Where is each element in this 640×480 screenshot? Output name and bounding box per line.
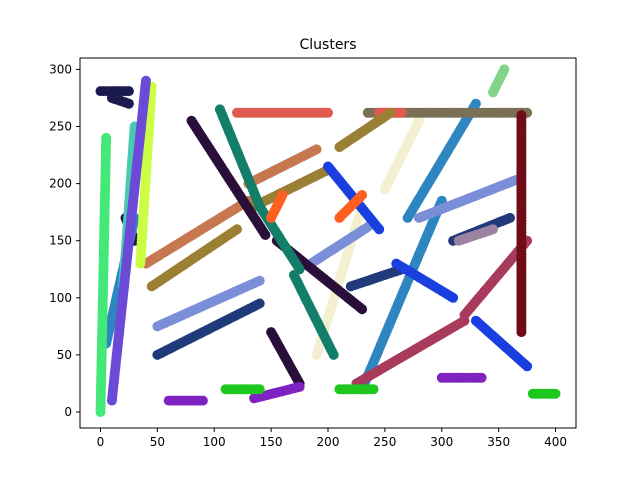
y-tick-label: 150 [49,234,72,248]
data-point [505,212,515,223]
data-point [357,190,368,200]
data-point [232,224,242,235]
data-point [101,132,112,143]
cluster-2 [311,115,424,360]
y-axis: 0 50 100 150 200 250 300 [49,62,80,419]
data-point [123,98,134,109]
data-point [368,384,379,395]
cluster-18 [95,132,112,417]
data-point [550,388,561,399]
data-point [488,224,498,235]
data-point [357,304,368,315]
x-tick-label: 400 [544,435,567,449]
data-point [254,275,265,286]
y-tick-label: 300 [49,62,72,76]
x-tick-label: 300 [430,435,453,449]
cluster-12 [323,161,533,372]
data-point [414,115,424,126]
y-tick-label: 250 [49,120,72,134]
cluster-11 [351,235,533,389]
data-point [254,298,265,309]
data-point [476,372,487,383]
y-tick-label: 100 [49,291,72,305]
x-tick-label: 0 [97,435,105,449]
data-point [123,86,134,97]
cluster-13 [163,372,487,406]
data-point [141,75,151,86]
cluster-15 [516,110,527,338]
y-tick-label: 0 [64,405,72,419]
data-point [277,190,288,200]
data-point [328,349,339,360]
data-point [385,107,396,118]
data-point [323,107,333,118]
cluster-14 [220,384,561,399]
data-point [254,384,265,395]
data-point [197,395,208,406]
x-tick-label: 250 [373,435,396,449]
x-tick-label: 150 [260,435,283,449]
cluster-21 [266,190,368,223]
x-axis: 0 50 100 150 200 250 300 350 400 [97,428,567,449]
x-tick-label: 100 [203,435,226,449]
data-point [516,110,527,121]
x-tick-label: 350 [487,435,510,449]
cluster-10 [214,104,339,360]
data-point [470,98,481,109]
data-points [95,64,561,417]
data-point [448,292,459,303]
data-point [260,230,271,240]
y-tick-label: 50 [57,348,72,362]
x-tick-label: 50 [150,435,165,449]
cluster-16 [488,64,510,98]
chart-title: Clusters [300,37,357,53]
cluster-5 [141,144,322,269]
y-tick-label: 200 [49,177,72,191]
cluster-9 [186,115,368,389]
data-point [522,361,533,372]
data-point [374,224,385,235]
data-point [311,144,322,155]
data-point [294,381,305,392]
cluster-22 [453,224,498,246]
data-point [396,107,407,118]
x-tick-label: 200 [317,435,340,449]
cluster-20 [106,75,151,406]
data-point [499,64,510,75]
